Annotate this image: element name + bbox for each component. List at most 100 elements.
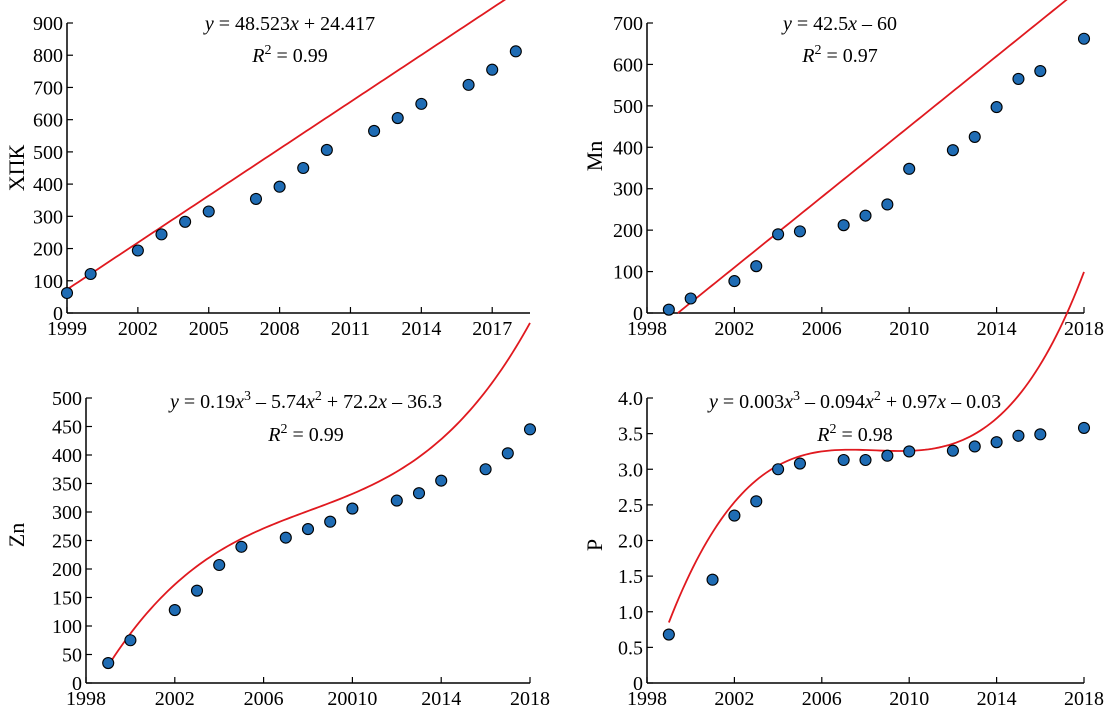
x-tick-label: 2006 [802, 318, 842, 340]
data-point [1077, 421, 1091, 434]
data-point [837, 219, 850, 232]
x-tick-label: 1998 [627, 318, 667, 340]
x-tick-label: 2018 [1064, 318, 1104, 340]
y-tick-label: 500 [33, 142, 63, 164]
y-tick-label: 2.0 [618, 531, 643, 553]
data-point [903, 445, 916, 458]
data-point [213, 558, 226, 572]
data-point [179, 215, 192, 228]
data-point [1077, 32, 1091, 45]
data-point [390, 494, 403, 507]
data-point [320, 143, 333, 157]
fit-line [677, 0, 1068, 314]
x-tick-label: 2018 [510, 688, 550, 710]
y-tick-label: 600 [613, 54, 643, 76]
data-point [662, 303, 675, 316]
data-point [155, 228, 168, 241]
y-tick-label: 100 [52, 616, 82, 638]
data-point [728, 275, 741, 288]
data-point [486, 63, 499, 76]
regression-equation: y = 42.5x – 60 [781, 13, 897, 35]
x-tick-label: 2014 [421, 688, 461, 710]
data-point [190, 584, 204, 597]
x-tick-label: 20010 [327, 688, 377, 710]
r-squared-label: R2 = 0.99 [251, 43, 328, 67]
r-squared-label: R2 = 0.98 [816, 422, 893, 446]
data-point [368, 124, 381, 137]
data-point [837, 453, 850, 467]
x-tick-label: 2017 [472, 318, 512, 340]
y-tick-label: 800 [33, 45, 63, 67]
data-point [1034, 428, 1047, 441]
data-point [772, 228, 785, 241]
data-point [249, 192, 263, 205]
y-tick-label: 3.0 [618, 459, 643, 481]
data-point [102, 656, 115, 670]
x-tick-label: 2002 [155, 688, 195, 710]
y-tick-label: 500 [52, 388, 82, 410]
data-point [435, 474, 448, 487]
x-tick-label: 2014 [977, 688, 1017, 710]
y-tick-label: 0 [633, 673, 643, 695]
data-point [297, 161, 310, 175]
r-squared-label: R2 = 0.99 [267, 422, 344, 446]
y-tick-label: 0 [72, 673, 82, 695]
data-point [881, 449, 894, 462]
y-tick-label: 600 [33, 110, 63, 132]
x-tick-label: 2002 [714, 318, 754, 340]
data-point [479, 463, 492, 476]
data-point [202, 205, 215, 218]
data-point [772, 463, 785, 476]
data-point [1034, 65, 1047, 78]
y-tick-label: 3.5 [618, 424, 643, 446]
y-tick-label: 100 [613, 262, 643, 284]
regression-equation: y = 48.523x + 24.417 [203, 13, 375, 35]
y-tick-label: 350 [52, 474, 82, 496]
y-tick-label: 1.0 [618, 602, 643, 624]
x-tick-label: 2014 [977, 318, 1017, 340]
regression-equation: y = 0.19x3 – 5.74x2 + 72.2x – 36.3 [168, 389, 442, 413]
data-point [903, 162, 916, 175]
x-tick-label: 2010 [889, 318, 929, 340]
r-squared-label: R2 = 0.97 [801, 43, 878, 67]
data-point [946, 144, 959, 157]
data-point [501, 447, 514, 460]
data-point [990, 101, 1003, 114]
data-point [1012, 72, 1025, 85]
y-axis-title: Mn [582, 141, 607, 172]
data-point [881, 198, 894, 211]
y-tick-label: 0.5 [618, 637, 643, 659]
y-tick-label: 300 [52, 502, 82, 524]
data-point [273, 180, 286, 193]
x-tick-label: 2006 [802, 688, 842, 710]
y-tick-label: 100 [33, 271, 63, 293]
y-tick-label: 300 [33, 206, 63, 228]
panel-zn: 0 50 100 150 200 250 300 350 400 450 500 1998 2002 20… [4, 322, 550, 710]
x-tick-label: 2002 [118, 318, 158, 340]
y-tick-label: 50 [62, 645, 82, 667]
x-tick-label: 1998 [66, 688, 106, 710]
panel-p: 0 0.5 1.0 1.5 2.0 2.5 3.0 3.5 4.0 1998 2002 2006 201… [582, 271, 1104, 710]
x-tick-label: 2008 [260, 318, 300, 340]
data-point [168, 603, 181, 617]
x-tick-label: 1999 [47, 318, 87, 340]
y-tick-label: 4.0 [618, 388, 643, 410]
data-point [859, 453, 872, 467]
y-tick-label: 200 [52, 559, 82, 581]
data-point [750, 260, 763, 273]
data-point [324, 515, 337, 528]
data-point [60, 286, 74, 300]
data-point [279, 531, 292, 544]
y-tick-label: 700 [33, 77, 63, 99]
data-point [968, 440, 981, 453]
regression-equation: y = 0.003x3 – 0.094x2 + 0.97x – 0.03 [707, 389, 1001, 413]
x-tick-label: 2010 [889, 688, 929, 710]
y-tick-label: 250 [52, 531, 82, 553]
y-tick-label: 400 [613, 137, 643, 159]
data-point [684, 292, 697, 305]
data-point [990, 436, 1003, 449]
y-axis-title: Zn [4, 523, 29, 547]
data-point [946, 444, 959, 457]
data-point [509, 45, 522, 58]
data-point [793, 457, 807, 470]
